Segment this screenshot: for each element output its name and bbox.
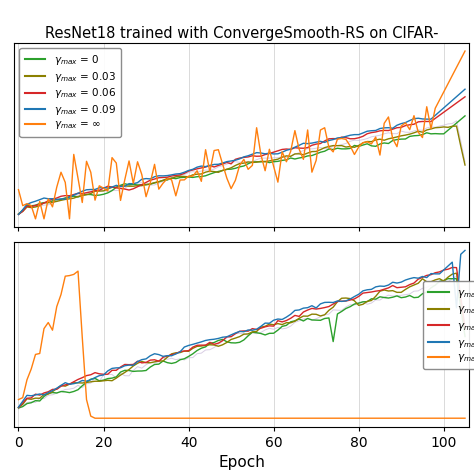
X-axis label: Epoch: Epoch bbox=[219, 455, 265, 470]
Legend: $\gamma_{max}$ = 0, $\gamma_{max}$ = 0, $\gamma_{max}$ = 0, $\gamma_{max}$ = 0, : $\gamma_{max}$ = 0, $\gamma_{max}$ = 0, … bbox=[423, 281, 474, 370]
Legend: $\gamma_{max}$ = 0, $\gamma_{max}$ = 0.03, $\gamma_{max}$ = 0.06, $\gamma_{max}$: $\gamma_{max}$ = 0, $\gamma_{max}$ = 0.0… bbox=[19, 48, 121, 137]
Title: ResNet18 trained with ConvergeSmooth-RS on CIFAR-: ResNet18 trained with ConvergeSmooth-RS … bbox=[45, 27, 438, 42]
